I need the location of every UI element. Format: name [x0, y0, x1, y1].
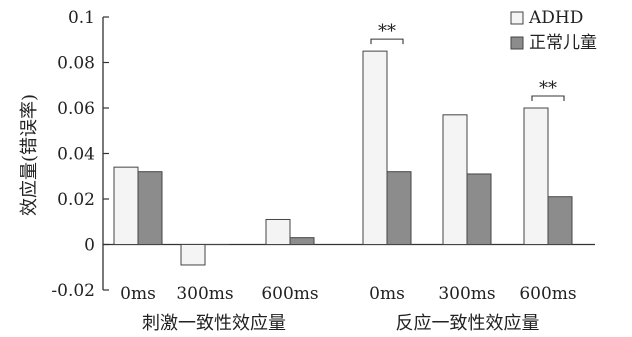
significance-label: **	[539, 78, 557, 99]
bar-adhd-4	[442, 114, 468, 245]
bar-adhd-3	[362, 50, 388, 245]
bars	[113, 50, 573, 266]
bar-normal-0	[137, 171, 163, 245]
x-tick-label: 0ms	[369, 284, 405, 304]
y-axis-label: 效应量(错误率)	[19, 94, 40, 216]
axes	[102, 17, 595, 290]
bar-adhd-1	[180, 244, 206, 266]
x-tick-label: 300ms	[176, 284, 233, 304]
bar-normal-4	[466, 173, 492, 246]
bar-normal-5	[547, 196, 573, 246]
legend-swatch-0	[510, 11, 524, 25]
bar-adhd-5	[523, 107, 549, 245]
y-ticks: -0.02 0 0.02 0.04 0.06 0.08 0.1	[51, 8, 109, 301]
significance-bracket	[531, 95, 565, 101]
bar-adhd-0	[113, 166, 139, 245]
group-labels: 刺激一致性效应量 反应一致性效应量	[142, 313, 540, 334]
group-label-0: 刺激一致性效应量	[142, 313, 286, 334]
legend-label-1: 正常儿童	[529, 33, 597, 53]
x-tick-label: 300ms	[438, 284, 495, 304]
y-tick-label: 0.08	[57, 54, 95, 74]
legend: ADHD 正常儿童	[510, 8, 597, 53]
bar-adhd-2	[265, 218, 291, 246]
y-tick-label: -0.02	[51, 281, 95, 301]
y-tick-label: 0.04	[57, 145, 95, 165]
group-label-1: 反应一致性效应量	[396, 313, 540, 334]
legend-swatch-1	[510, 36, 524, 50]
y-tick-label: 0	[84, 236, 95, 256]
bar-normal-3	[386, 171, 412, 245]
x-tick-label: 600ms	[261, 284, 318, 304]
significance-annotations: ** **	[370, 21, 565, 101]
y-tick-label: 0.06	[57, 99, 95, 119]
y-tick-label: 0.02	[57, 190, 95, 210]
significance-label: **	[378, 21, 396, 42]
y-tick-label: 0.1	[68, 8, 95, 28]
x-tick-label: 600ms	[519, 284, 576, 304]
legend-label-0: ADHD	[528, 8, 583, 28]
x-tick-label: 0ms	[120, 284, 156, 304]
x-labels: 0ms 300ms 600ms 0ms 300ms 600ms	[120, 284, 576, 304]
bar-normal-2	[289, 237, 315, 246]
significance-bracket	[370, 38, 404, 45]
